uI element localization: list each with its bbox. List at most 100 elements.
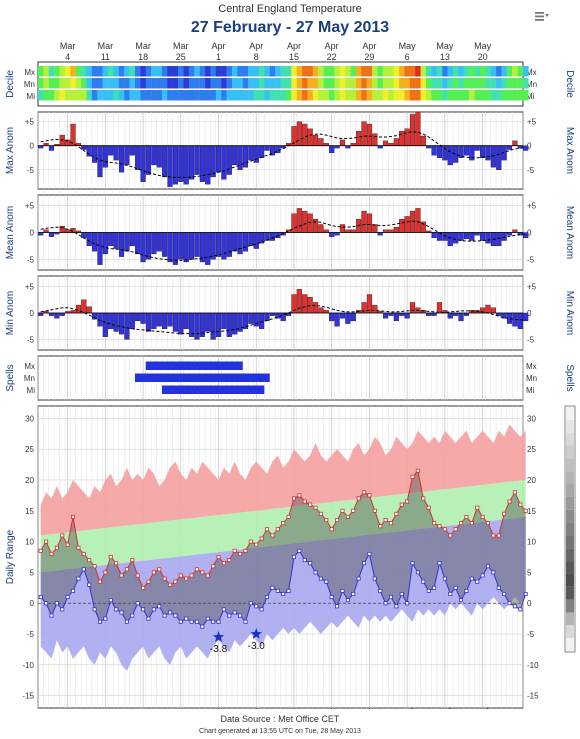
decile-cell xyxy=(108,66,114,77)
decile-cell xyxy=(54,66,60,77)
decile-cell xyxy=(523,78,529,89)
decile-cell xyxy=(275,78,281,89)
min-point xyxy=(410,561,415,566)
scale-strip-cell xyxy=(566,535,574,549)
decile-cell xyxy=(258,90,265,101)
menu-button[interactable] xyxy=(533,10,549,24)
scale-strip-cell xyxy=(566,419,574,433)
min-point xyxy=(372,576,377,581)
mean-anom-bar xyxy=(242,232,249,252)
max-point xyxy=(378,524,383,529)
max-point xyxy=(421,496,426,501)
min-anom-bar xyxy=(226,312,232,337)
max-point xyxy=(415,468,420,473)
min-point xyxy=(221,607,226,612)
decile-cell xyxy=(124,90,130,101)
max-point xyxy=(275,527,280,532)
decile-cell xyxy=(81,66,87,77)
decile-cell xyxy=(496,66,502,77)
decile-cell xyxy=(113,66,120,77)
scale-strip-cell xyxy=(566,445,574,459)
decile-cell xyxy=(38,78,44,89)
min-point xyxy=(254,604,259,609)
decile-cell xyxy=(118,90,125,101)
range-ytick-right: 30 xyxy=(527,414,536,423)
decile-cell xyxy=(463,78,470,89)
decile-cell xyxy=(102,78,109,89)
max-anom-bar xyxy=(264,145,270,151)
max-point xyxy=(254,542,259,547)
decile-cell xyxy=(399,90,405,101)
min-point xyxy=(405,601,410,606)
hamburger-menu-icon[interactable] xyxy=(535,12,549,21)
mean-anom-ytick-right: -5 xyxy=(527,255,535,264)
min-point xyxy=(297,548,302,553)
max-point xyxy=(286,514,291,519)
decile-cell xyxy=(442,66,448,77)
min-anom-bar xyxy=(135,312,141,322)
decile-cell xyxy=(75,78,82,89)
scale-strip-cell xyxy=(566,407,574,420)
decile-cell xyxy=(372,66,378,77)
min-point xyxy=(275,588,280,593)
scale-strip-cell xyxy=(566,599,574,613)
decile-cell xyxy=(404,66,411,77)
max-anom-ytick-right: 0 xyxy=(527,142,532,151)
decile-cell xyxy=(64,66,71,77)
decile-cell xyxy=(458,66,464,77)
mean-anom-bar xyxy=(383,229,389,233)
min-anom-bar xyxy=(194,312,200,340)
mean-anom-bar xyxy=(312,218,319,233)
min-anom-bar xyxy=(92,312,98,320)
max-anom-panel: Max Anom Max Anom +5 +5 0 0 -5 -5 xyxy=(5,111,575,190)
min-anom-bar xyxy=(151,312,157,330)
range-label-left: Daily Range xyxy=(5,529,16,584)
decile-cell xyxy=(334,90,340,101)
mean-anom-bar xyxy=(215,232,222,257)
mean-anom-ytick-left: -5 xyxy=(27,255,35,264)
max-anom-bar xyxy=(404,128,410,146)
mean-anom-bar xyxy=(178,232,184,260)
mean-anom-bar xyxy=(318,224,324,233)
decile-cell xyxy=(501,78,508,89)
decile-row-label-left: Mx xyxy=(24,68,35,77)
decile-cell xyxy=(118,66,125,77)
max-anom-bar xyxy=(48,145,55,151)
max-anom-bar xyxy=(194,145,200,175)
min-point xyxy=(184,616,189,621)
decile-cell xyxy=(135,66,141,77)
min-anom-bar xyxy=(232,312,238,335)
decile-cell xyxy=(178,78,184,89)
range-ytick-left: 15 xyxy=(25,507,34,516)
decile-cell xyxy=(307,78,314,89)
actual-range-band xyxy=(40,470,526,627)
decile-cell xyxy=(420,66,427,77)
min-point xyxy=(475,579,480,584)
decile-cell xyxy=(81,78,87,89)
min-point xyxy=(329,595,334,600)
max-anom-label-right: Max Anom xyxy=(564,127,575,174)
max-anom-bar xyxy=(480,145,486,158)
max-point xyxy=(388,521,393,526)
mean-anom-ytick-left: +5 xyxy=(25,202,35,211)
decile-cell xyxy=(86,90,93,101)
decile-cell xyxy=(161,66,168,77)
max-anom-bar xyxy=(318,138,324,146)
decile-cell xyxy=(285,66,292,77)
mean-anom-bar xyxy=(350,229,356,233)
decile-cell xyxy=(474,66,481,77)
mean-anom-bar xyxy=(291,213,297,233)
min-point xyxy=(162,613,167,618)
range-ytick-left: 25 xyxy=(25,445,34,454)
min-anom-bar xyxy=(145,312,152,332)
decile-cell xyxy=(221,90,227,101)
mean-anom-bar xyxy=(194,232,200,257)
decile-cell xyxy=(215,90,222,101)
min-anom-bar xyxy=(436,302,443,314)
decile-cell xyxy=(345,90,351,101)
decile-cell xyxy=(329,90,335,101)
min-point xyxy=(173,613,178,618)
max-point xyxy=(345,514,350,519)
max-anom-bar xyxy=(307,128,313,146)
mean-anom-bar xyxy=(140,232,146,263)
